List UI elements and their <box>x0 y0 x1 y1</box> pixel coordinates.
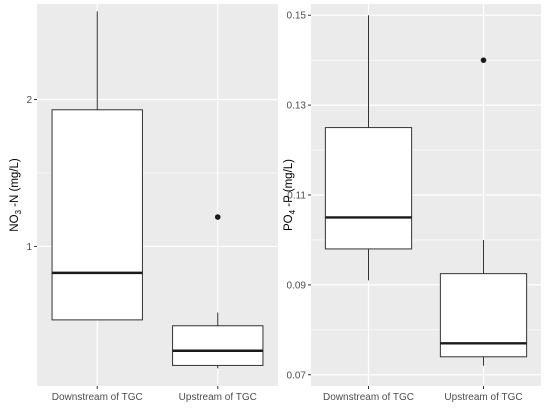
panel-2-y-tick-label: 0.13 <box>287 101 307 112</box>
panel-1-y-axis-label: NO3 -N (mg/L) <box>9 158 23 232</box>
panel-1-x-tick-label: Downstream of TGC <box>52 392 143 403</box>
panel-1-x-tick-label: Upstream of TGC <box>179 392 257 403</box>
panel-1-box-1-iqr-rect <box>51 109 143 321</box>
panel-2-box-1-iqr-rect <box>324 127 413 250</box>
panel-2-y-axis-label: PO4 -P (mg/L) <box>283 159 297 231</box>
panel-2-y-tick-label: 0.07 <box>287 370 307 381</box>
panel-2-x-tick-label: Upstream of TGC <box>444 392 522 403</box>
panel-2-box-2-outlier-point <box>480 57 487 63</box>
panel-2-y-tick-label: 0.15 <box>287 11 307 22</box>
panel-2-y-tick-label: 0.09 <box>287 280 307 291</box>
panel-1-box-2-iqr-rect <box>172 325 264 366</box>
panel-1-y-tick-label: 1 <box>26 242 32 253</box>
panel-1-box-2-outlier-point <box>214 214 221 220</box>
panel-1-y-tick-label: 2 <box>26 95 32 106</box>
panel-2-x-tick-label: Downstream of TGC <box>323 392 414 403</box>
panel-2-y-tick-label: 0.11 <box>287 191 306 202</box>
